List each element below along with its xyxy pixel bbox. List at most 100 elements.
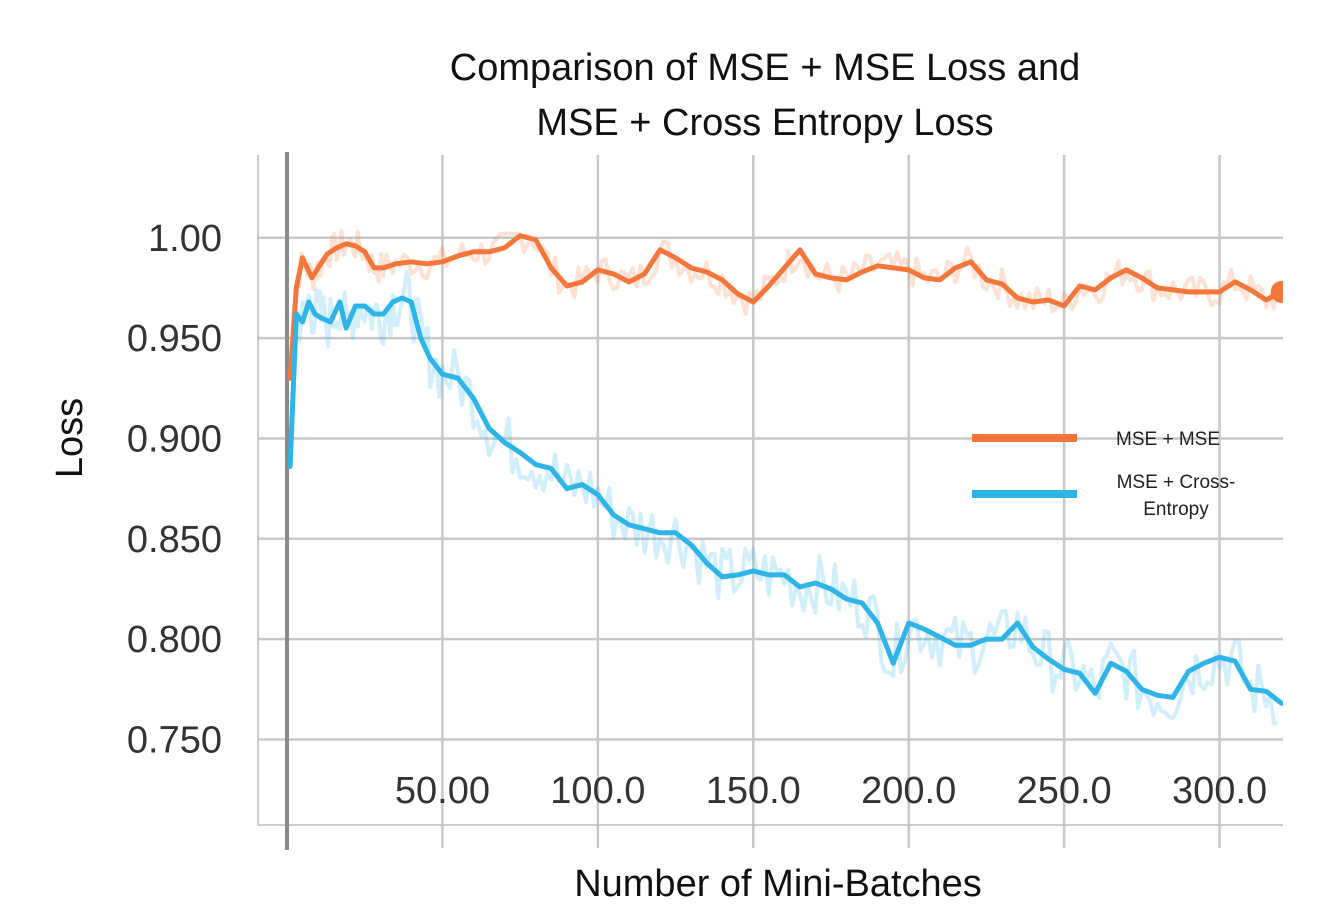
data-point	[549, 466, 554, 471]
data-point	[611, 271, 616, 276]
y-tick-label: 0.850	[127, 519, 222, 561]
y-tick-label: 0.800	[127, 619, 222, 661]
y-gridlines	[258, 236, 1283, 741]
data-point	[424, 261, 429, 266]
x-axis-title: Number of Mini-Batches	[574, 863, 982, 905]
data-point	[937, 635, 942, 640]
x-tick-label: 200.0	[861, 770, 956, 812]
x-gridlines	[441, 155, 1221, 848]
series-line-2	[287, 295, 1283, 706]
data-point	[487, 249, 492, 254]
data-point	[720, 277, 725, 282]
data-point	[1248, 687, 1253, 692]
data-point	[922, 275, 927, 280]
data-point	[1046, 657, 1051, 662]
series-raw-shading-1	[288, 229, 1280, 379]
data-point	[487, 426, 492, 431]
x-tick-label: 250.0	[1017, 770, 1112, 812]
data-point	[689, 265, 694, 270]
data-point	[1108, 661, 1113, 666]
data-point	[1046, 298, 1051, 303]
data-point	[1264, 298, 1269, 303]
data-point	[344, 326, 349, 331]
data-point	[1062, 667, 1067, 672]
data-point	[953, 265, 958, 270]
data-point	[306, 300, 311, 305]
x-tick-label: 100.0	[550, 770, 645, 812]
data-point	[1248, 287, 1253, 292]
data-point	[1186, 669, 1191, 674]
data-point	[533, 237, 538, 242]
data-point	[673, 255, 678, 260]
y-axis-title: Loss	[49, 398, 91, 478]
data-point	[294, 285, 299, 290]
data-point	[1077, 283, 1082, 288]
data-point	[1000, 281, 1005, 286]
series-line-1	[287, 233, 1283, 381]
x-tick-label: 300.0	[1172, 770, 1267, 812]
data-point	[334, 245, 339, 250]
data-point	[937, 277, 942, 282]
data-point	[611, 512, 616, 517]
data-point	[337, 300, 342, 305]
data-point	[1155, 285, 1160, 290]
data-point	[595, 267, 600, 272]
data-point	[953, 643, 958, 648]
data-point	[518, 233, 523, 238]
data-point	[829, 587, 834, 592]
data-point	[735, 572, 740, 577]
data-point	[1124, 669, 1129, 674]
data-point	[428, 356, 433, 361]
data-point	[316, 265, 321, 270]
data-point	[502, 245, 507, 250]
data-point	[288, 464, 293, 469]
data-point	[1170, 287, 1175, 292]
data-point	[1093, 287, 1098, 292]
data-point	[844, 597, 849, 602]
data-point	[1124, 267, 1129, 272]
data-point	[353, 243, 358, 248]
y-tick-label: 0.950	[127, 318, 222, 360]
data-point	[704, 269, 709, 274]
data-point	[381, 265, 386, 270]
data-point	[328, 320, 333, 325]
data-point	[353, 304, 358, 309]
data-point	[875, 621, 880, 626]
x-tick-label: 50.00	[395, 770, 490, 812]
data-point	[344, 241, 349, 246]
data-point	[300, 320, 305, 325]
data-point	[1170, 695, 1175, 700]
data-point	[1186, 289, 1191, 294]
data-point	[1217, 655, 1222, 660]
y-tick-labels: 0.750 0.800 0.850 0.900 0.950 1.00	[127, 218, 222, 762]
data-point	[1233, 659, 1238, 664]
data-point	[1000, 637, 1005, 642]
data-point	[372, 265, 377, 270]
data-point	[1031, 645, 1036, 650]
data-point	[735, 291, 740, 296]
data-point	[580, 482, 585, 487]
data-point	[658, 530, 663, 535]
data-point	[533, 462, 538, 467]
legend-label-1: MSE + MSE	[1116, 429, 1220, 450]
data-point	[751, 568, 756, 573]
data-point	[440, 372, 445, 377]
data-point	[704, 560, 709, 565]
data-point	[1031, 300, 1036, 305]
data-point	[418, 336, 423, 341]
data-point	[440, 259, 445, 264]
data-point	[362, 249, 367, 254]
data-point	[393, 261, 398, 266]
data-point	[471, 396, 476, 401]
data-point	[642, 271, 647, 276]
series-lines	[287, 233, 1283, 706]
data-point	[294, 312, 299, 317]
data-point	[1202, 289, 1207, 294]
data-point	[319, 316, 324, 321]
data-point	[409, 259, 414, 264]
data-point	[813, 581, 818, 586]
data-point	[456, 376, 461, 381]
data-point	[518, 450, 523, 455]
data-point	[409, 300, 414, 305]
